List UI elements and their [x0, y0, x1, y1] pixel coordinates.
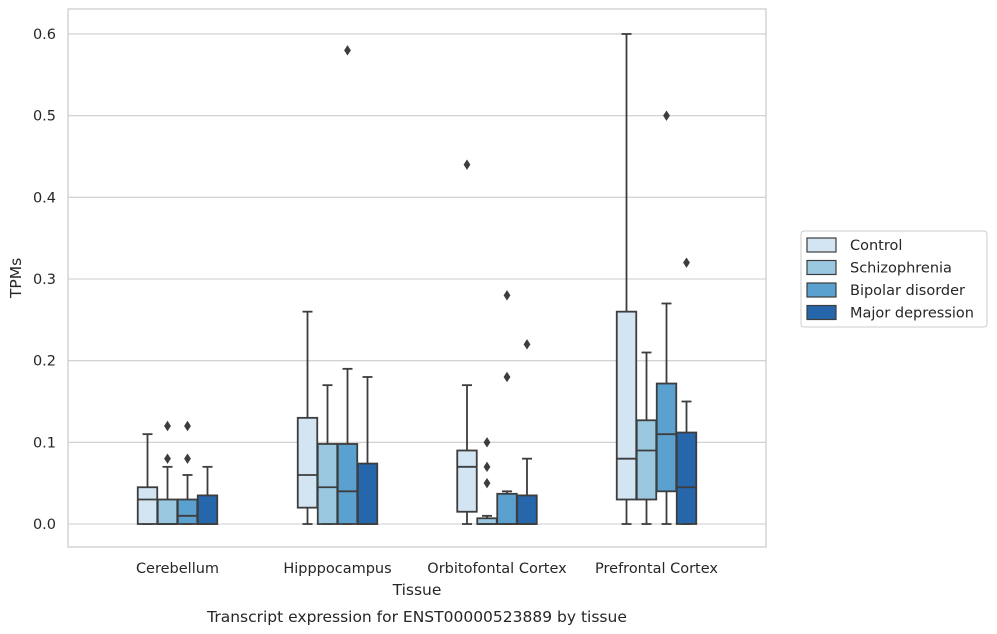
box-iqr — [336, 443, 359, 525]
legend-swatch — [806, 237, 837, 253]
y-tick-label: 0.6 — [33, 27, 56, 43]
y-tick-label: 0.4 — [33, 190, 56, 206]
box-control — [615, 33, 638, 525]
y-tick-label: 0.3 — [33, 272, 56, 288]
box-iqr — [296, 416, 319, 509]
box-schizophrenia — [476, 437, 498, 525]
x-tick-label: Hipppocampus — [283, 561, 391, 577]
outlier-point — [483, 477, 491, 489]
outlier-point — [463, 159, 471, 170]
box-major-depression — [356, 376, 379, 525]
box-iqr — [136, 486, 159, 525]
x-tick-label: Cerebellum — [136, 561, 219, 577]
outlier-point — [523, 339, 531, 350]
outlier-point — [503, 290, 511, 301]
legend-label: Control — [850, 238, 902, 254]
box-iqr — [196, 494, 219, 525]
box-iqr — [496, 492, 518, 525]
box-major-depression — [675, 257, 698, 525]
plot-frame — [67, 8, 767, 548]
legend-swatch — [806, 304, 837, 321]
legend-label: Schizophrenia — [850, 261, 952, 277]
outlier-point — [483, 437, 491, 448]
x-tick-labels: Cerebellum Hipppocampus Orbitofontal Corte… — [136, 561, 718, 577]
x-axis-title: Tissue — [392, 581, 442, 599]
box-iqr — [456, 449, 478, 513]
legend: Control Schizophrenia Bipolar disorder Majo… — [800, 230, 988, 328]
box-iqr — [516, 494, 538, 525]
box-control — [456, 159, 478, 525]
box-schizophrenia — [156, 420, 179, 525]
outlier-point — [503, 371, 511, 383]
legend-label: Bipolar disorder — [850, 283, 965, 299]
box-iqr — [615, 310, 638, 501]
x-tick-label: Orbitofontal Cortex — [427, 561, 567, 577]
box-major-depression — [516, 339, 538, 525]
box-iqr — [316, 443, 339, 525]
box-iqr — [635, 419, 658, 501]
outlier-point — [164, 420, 171, 432]
box-control — [136, 433, 159, 525]
legend-swatch — [806, 282, 837, 298]
box-iqr — [156, 498, 179, 525]
legend-label: Major depression — [850, 306, 974, 322]
box-series — [136, 33, 698, 525]
box-bipolar-disorder — [655, 110, 678, 525]
y-axis-title: TPMs — [7, 258, 25, 299]
legend-frame — [800, 230, 988, 328]
y-tick-label: 0.1 — [33, 435, 56, 451]
box-iqr — [655, 382, 678, 493]
x-tick-label: Prefrontal Cortex — [595, 561, 718, 577]
box-bipolar-disorder — [176, 420, 199, 525]
box-iqr — [356, 462, 379, 525]
outlier-point — [344, 45, 351, 56]
box-iqr — [675, 431, 698, 525]
outlier-point — [483, 461, 491, 473]
y-tick-labels: 0.0 0.1 0.2 0.3 0.4 0.5 0.6 — [33, 27, 56, 533]
box-major-depression — [196, 465, 219, 525]
outlier-point — [164, 453, 171, 464]
box-iqr — [176, 498, 199, 525]
y-tick-label: 0.0 — [33, 517, 56, 533]
y-tick-label: 0.5 — [33, 109, 56, 125]
outlier-point — [184, 420, 191, 432]
outlier-point — [663, 110, 670, 121]
chart-caption: Transcript expression for ENST0000052388… — [206, 608, 627, 626]
box-schizophrenia — [635, 351, 658, 525]
outlier-point — [184, 453, 191, 464]
legend-swatch — [806, 259, 837, 276]
outlier-point — [683, 257, 690, 268]
y-tick-label: 0.2 — [33, 354, 56, 370]
